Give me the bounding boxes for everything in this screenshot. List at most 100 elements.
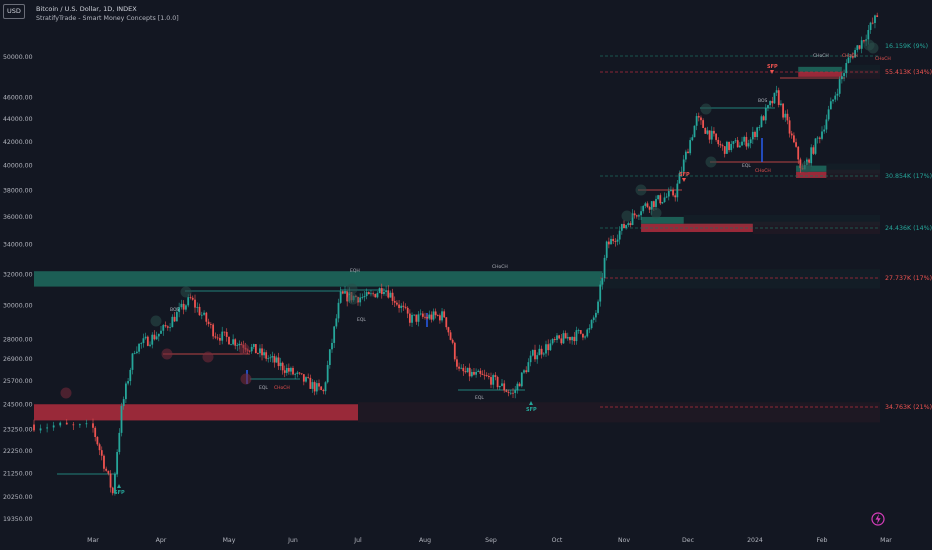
candle-body [715,133,717,140]
candle-body [769,100,772,106]
swing-point-marker [347,293,359,305]
candle-body [736,140,739,148]
candle-body [283,370,286,373]
candle-body [160,330,162,334]
candle-body [569,337,571,341]
candle-body [562,333,565,344]
candle-body [294,373,297,375]
candle-body [408,313,411,323]
time-tick-label: Sep [485,537,497,544]
candle-body [92,423,94,428]
candle-body [542,353,545,355]
candle-body [867,29,870,40]
candle-body [795,142,797,147]
currency-button[interactable]: USD [3,4,25,19]
sfp-arrow [529,401,533,405]
candle-body [194,299,196,308]
candle-body [205,312,208,322]
candle-body [667,190,670,197]
candle-body [302,374,305,382]
time-axis[interactable]: Mar Apr May Jun Jul Aug Sep Oct Nov Dec 2024 Feb Mar [87,537,892,544]
candle-body [702,120,705,128]
zone-extension [826,163,880,174]
candle-body [238,343,241,346]
lightning-logo-icon[interactable] [871,512,885,526]
candle-body [764,107,767,121]
candle-body [823,129,826,132]
candle-body [462,367,465,372]
candle-body [359,297,362,303]
candle-body [836,93,839,96]
candle-body [797,146,800,160]
candle-body [111,487,114,494]
candle-body [144,336,147,339]
candle-body [856,45,859,51]
candle-body [605,241,608,258]
candle-body [162,325,165,331]
structure-label: EQL [259,385,268,391]
candle-body [436,315,439,316]
candle-body [391,292,394,301]
candle-body [821,131,823,139]
candle-body [328,349,331,366]
price-tick-label: 44000.00 [3,116,33,123]
zone-percent-label: 34.763K (21%) [885,404,932,411]
zone-extension [358,402,880,423]
candle-body [466,367,469,373]
candle-body [650,201,653,210]
candle-body [122,399,125,407]
candle-body [743,136,746,142]
swing-point-marker [161,348,173,360]
price-axis[interactable]: 19350.00 20250.00 21250.00 22250.00 23250.00… [3,54,33,523]
candle-body [590,320,593,329]
swing-point-marker [867,42,879,54]
structure-label: CHoCH [875,56,891,62]
candle-body [509,392,512,394]
candle-body [782,103,784,118]
candle-body [404,306,407,308]
candle-body [127,381,129,384]
time-tick-label: Oct [552,537,563,544]
candle-body [385,290,387,292]
candle-body [248,350,251,352]
candle-body [553,339,556,340]
candle-body [874,15,876,24]
candle-body [52,425,55,428]
candle-body [706,130,709,134]
candle-body [419,313,422,315]
candle-body [326,365,329,383]
candle-body [361,297,364,298]
price-tick-label: 26900.00 [3,356,33,363]
candle-body [78,424,81,426]
candle-body [523,370,525,373]
candle-body [575,330,578,342]
candle-body [672,189,674,196]
candle-body [691,137,694,141]
candle-body [749,139,752,144]
zone-extension [602,269,880,289]
candle-body [100,450,103,456]
candle-body [863,40,865,42]
candle-body [129,369,132,382]
candle-body [279,362,282,367]
candle-body [341,291,344,294]
candle-body [721,145,724,147]
swing-point-marker [60,387,72,399]
candle-body [851,56,854,58]
candle-body [710,130,713,140]
candle-body [760,116,763,128]
candle-body [333,326,336,343]
candle-body [250,346,253,352]
candle-body [198,306,201,316]
candle-body [187,297,190,306]
candle-body [393,300,396,303]
candle-body [311,382,314,389]
candle-body [534,349,536,360]
candle-body [173,316,176,322]
time-tick-label: Mar [87,537,99,544]
candle-body [713,130,715,134]
candle-body [318,383,320,387]
candle-body [560,338,563,344]
candle-body [182,303,185,310]
